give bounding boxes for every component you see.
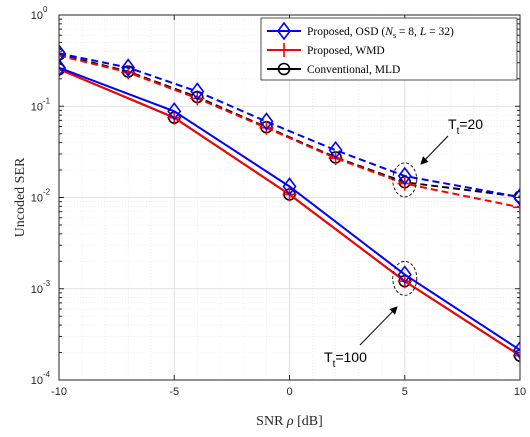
data-point-diamond (397, 166, 412, 186)
legend-marker-diamond (277, 21, 291, 41)
highlight-ellipse-tt100 (392, 260, 418, 296)
series-line (59, 66, 520, 351)
annotation-arrow-tt100 (359, 306, 398, 346)
legend-label: Proposed, WMD (307, 45, 385, 57)
y-axis-label: Uncoded SER (13, 157, 28, 237)
annotation-arrow-tt20 (420, 135, 449, 165)
ticks (58, 14, 521, 381)
y-tick-exponent: 0 (43, 5, 48, 14)
data-point-diamond (190, 82, 205, 101)
y-tick-exponent: -1 (43, 96, 51, 105)
series-tt20-diamond (59, 44, 520, 207)
x-tick-label: 5 (402, 386, 408, 398)
y-tick-exponent: -3 (43, 279, 51, 288)
data-point-plus (513, 348, 520, 363)
x-tick-label: -10 (51, 386, 67, 398)
legend-label: Proposed, OSD (Ns = 8, L = 32) (307, 26, 454, 40)
data-point-diamond (59, 44, 66, 63)
y-tick-label: 10 (31, 101, 43, 113)
legend: Proposed, OSD (Ns = 8, L = 32) Proposed, … (260, 17, 518, 81)
data-point-diamond (59, 58, 66, 77)
data-point-plus (397, 274, 412, 289)
annotation-label-tt20: Tt=20 (448, 116, 483, 137)
data-point-plus (513, 200, 520, 215)
highlight-ellipse-tt20 (392, 162, 418, 198)
series-group (59, 44, 520, 363)
y-tick-label: 10 (31, 375, 43, 387)
x-tick-label: -5 (169, 386, 179, 398)
legend-entry: Proposed, OSD (Ns = 8, L = 32) (267, 21, 454, 41)
series-tt100-diamond (59, 58, 520, 360)
data-point-diamond (167, 101, 182, 121)
x-axis-label: SNR ρ [dB] (256, 414, 323, 429)
legend-label: Conventional, MLD (307, 64, 400, 76)
data-point-diamond (397, 265, 412, 284)
legend-marker-plus (277, 43, 291, 57)
series-line (59, 52, 520, 199)
legend-marker-circle (277, 62, 291, 76)
annotation-label-tt100: Tt=100 (324, 349, 367, 370)
y-tick-label: 10 (31, 193, 43, 205)
data-point-diamond (259, 112, 274, 131)
data-point-diamond (513, 187, 520, 207)
legend-entry: Conventional, MLD (267, 62, 400, 76)
y-tick-exponent: -2 (43, 188, 51, 197)
data-point-diamond (282, 177, 297, 196)
data-point-diamond (328, 140, 343, 160)
y-tick-label: 10 (31, 10, 43, 22)
data-point-plus (167, 110, 182, 125)
legend-entry: Proposed, WMD (267, 43, 385, 57)
data-point-plus (259, 120, 274, 135)
annotations: Tt=20 Tt=100 (324, 116, 483, 370)
y-tick-exponent: -4 (43, 370, 51, 379)
x-tick-label: 0 (286, 386, 292, 398)
data-point-diamond (121, 58, 136, 77)
data-point-diamond (513, 340, 520, 360)
legend-box (260, 17, 518, 81)
x-tick-label: 10 (514, 386, 526, 398)
y-tick-label: 10 (31, 284, 43, 296)
